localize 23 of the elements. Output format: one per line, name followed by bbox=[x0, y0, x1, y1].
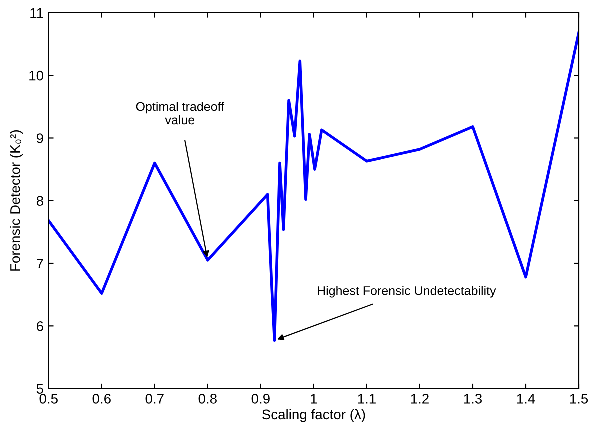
x-tick-label: 0.9 bbox=[252, 394, 270, 404]
y-tick-label: 6 bbox=[37, 321, 44, 332]
x-tick-label: 0.7 bbox=[146, 394, 164, 404]
x-tick-label: 0.5 bbox=[40, 394, 58, 404]
x-tick-label: 0.6 bbox=[92, 394, 111, 404]
y-tick-label: 9 bbox=[36, 134, 44, 144]
x-tick-label: 1.5 bbox=[570, 394, 588, 404]
y-tick-label: 8 bbox=[36, 196, 44, 206]
annotation: Highest Forensic Undetectability bbox=[318, 286, 496, 298]
x-tick-label: 0.8 bbox=[198, 394, 217, 404]
x-axis-title: Scaling factor (λ) bbox=[262, 409, 366, 422]
x-tick-label: 1.1 bbox=[358, 394, 376, 404]
line-series bbox=[48, 32, 579, 342]
annotation: Optimal tradeoff value bbox=[136, 102, 225, 125]
x-tick-label: 1.4 bbox=[517, 394, 536, 404]
x-tick-label: 1 bbox=[311, 394, 318, 404]
y-tick-label: 11 bbox=[30, 8, 44, 18]
x-tick-label: 1.3 bbox=[464, 394, 482, 404]
y-tick-label: 10 bbox=[30, 70, 44, 81]
x-tick-label: 1.2 bbox=[411, 394, 429, 404]
y-axis-title: Forensic Detector (K₀²) bbox=[10, 130, 24, 271]
y-tick-label: 5 bbox=[36, 384, 44, 394]
y-tick-label: 7 bbox=[37, 258, 44, 269]
